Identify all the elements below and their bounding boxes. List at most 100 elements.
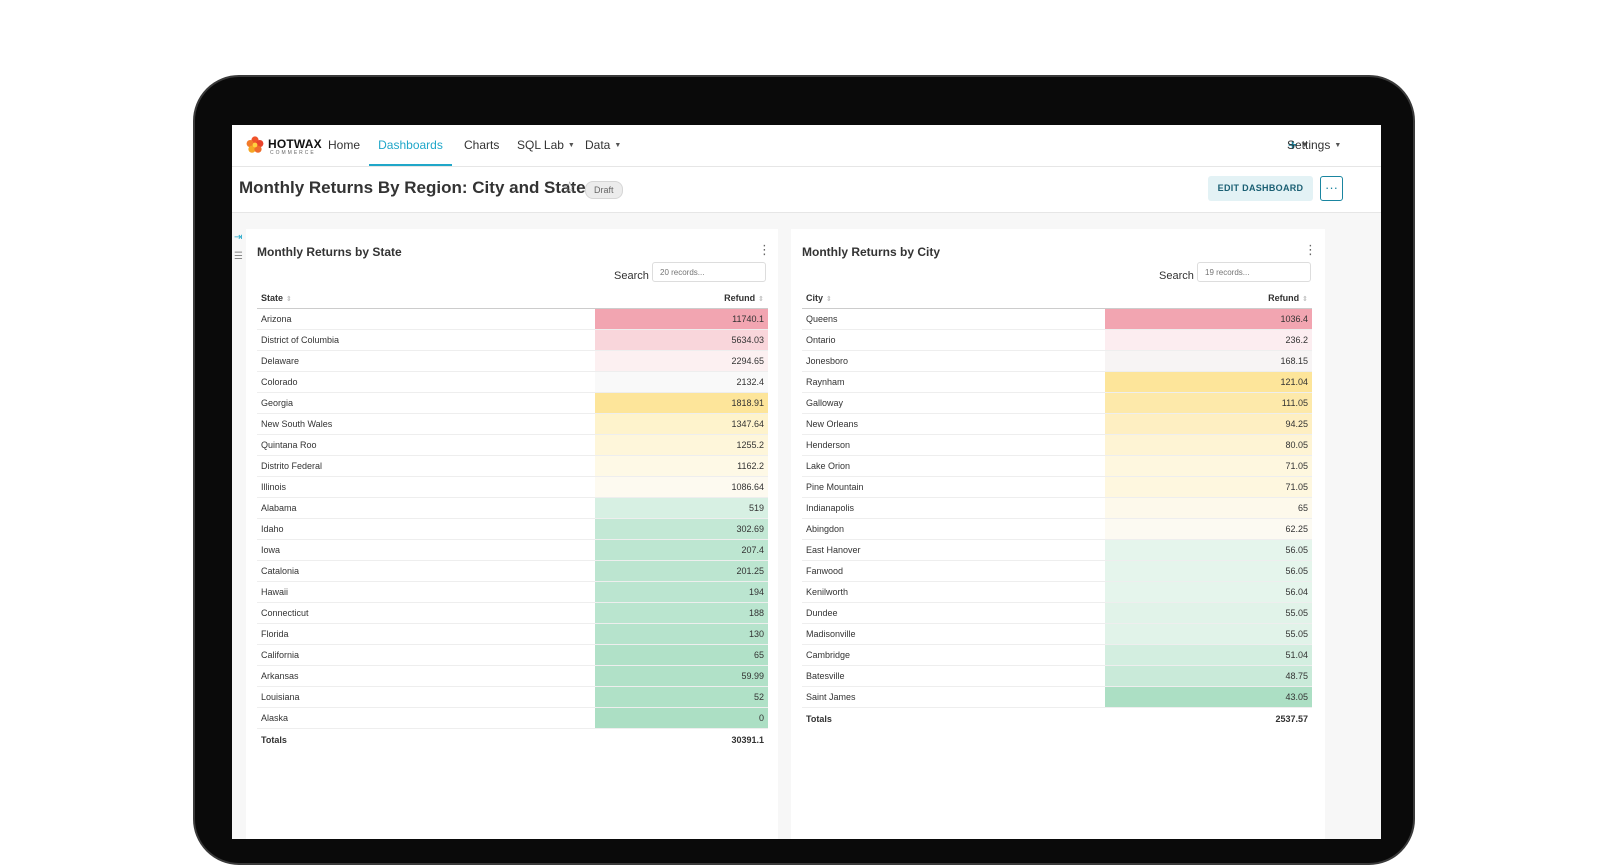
table-row: Ontario 236.2 (802, 329, 1312, 351)
column-header-city[interactable]: City ⇕ (802, 287, 1105, 309)
totals-label: Totals (261, 735, 287, 745)
row-name-cell: Ontario (802, 329, 1105, 351)
table-header-row: City ⇕ Refund ⇕ (802, 287, 1312, 309)
row-name-cell: Kenilworth (802, 581, 1105, 603)
row-name-cell: California (257, 644, 595, 666)
row-value-cell: 48.75 (1105, 665, 1312, 687)
row-value-cell: 71.05 (1105, 476, 1312, 498)
table-row: Kenilworth 56.04 (802, 581, 1312, 603)
more-options-button[interactable]: ··· (1320, 176, 1343, 201)
row-value-cell: 194 (595, 581, 768, 603)
table-header-row: State ⇕ Refund ⇕ (257, 287, 768, 309)
search-input[interactable] (1197, 262, 1311, 282)
row-value-cell: 56.04 (1105, 581, 1312, 603)
row-value-cell: 1347.64 (595, 413, 768, 435)
search-input[interactable] (652, 262, 766, 282)
table-row: Connecticut 188 (257, 602, 768, 624)
row-value-cell: 80.05 (1105, 434, 1312, 456)
search-label: Search (1159, 270, 1194, 282)
nav-charts[interactable]: Charts (464, 125, 499, 166)
draft-badge[interactable]: Draft (585, 181, 623, 199)
row-name-cell: Queens (802, 308, 1105, 330)
kebab-menu-icon[interactable]: ⋮ (758, 242, 771, 257)
add-new-button[interactable]: + ▼ (1288, 125, 1308, 166)
row-name-cell: Henderson (802, 434, 1105, 456)
row-name-cell: Arizona (257, 308, 595, 330)
table-row: Batesville 48.75 (802, 665, 1312, 687)
row-name-cell: Connecticut (257, 602, 595, 624)
filter-icon[interactable]: ☰ (234, 251, 243, 262)
caret-down-icon: ▼ (1334, 142, 1342, 150)
row-name-cell: Arkansas (257, 665, 595, 687)
nav-charts-label: Charts (464, 138, 500, 152)
nav-dashboards[interactable]: Dashboards (369, 125, 452, 166)
row-name-cell: Alabama (257, 497, 595, 519)
edit-dashboard-button[interactable]: EDIT DASHBOARD (1208, 176, 1313, 201)
table-row: Florida 130 (257, 623, 768, 645)
nav-sql-lab-label: SQL Lab (517, 138, 564, 152)
table-row: California 65 (257, 644, 768, 666)
column-header-label: City (806, 292, 824, 303)
dashboard-title: Monthly Returns By Region: City and Stat… (239, 178, 586, 197)
table-row: Abingdon 62.25 (802, 518, 1312, 540)
hotwax-logo[interactable]: HOTWAX COMMERCE (246, 135, 322, 157)
row-name-cell: Raynham (802, 371, 1105, 393)
table-row: Distrito Federal 1162.2 (257, 455, 768, 477)
table-row: Arizona 11740.1 (257, 308, 768, 330)
row-name-cell: Fanwood (802, 560, 1105, 582)
table-row: Fanwood 56.05 (802, 560, 1312, 582)
app-screen: HOTWAX COMMERCE Home Dashboards Charts S… (232, 125, 1381, 839)
state-table: State ⇕ Refund ⇕ Arizona 11740.1 District of… (257, 287, 768, 751)
table-row: District of Columbia 5634.03 (257, 329, 768, 351)
row-value-cell: 111.05 (1105, 392, 1312, 414)
nav-home[interactable]: Home (328, 125, 360, 166)
row-name-cell: Catalonia (257, 560, 595, 582)
row-name-cell: Saint James (802, 686, 1105, 708)
row-name-cell: Hawaii (257, 581, 595, 603)
favorite-star-icon[interactable]: ☆ (563, 179, 577, 196)
row-value-cell: 5634.03 (595, 329, 768, 351)
row-name-cell: Delaware (257, 350, 595, 372)
table-row: Idaho 302.69 (257, 518, 768, 540)
row-name-cell: Iowa (257, 539, 595, 561)
table-row: Hawaii 194 (257, 581, 768, 603)
nav-home-label: Home (328, 138, 361, 152)
chart-title: Monthly Returns by State (257, 245, 402, 259)
row-name-cell: Illinois (257, 476, 595, 498)
row-value-cell: 1086.64 (595, 476, 768, 498)
row-value-cell: 56.05 (1105, 539, 1312, 561)
row-value-cell: 168.15 (1105, 350, 1312, 372)
row-name-cell: Pine Mountain (802, 476, 1105, 498)
kebab-menu-icon[interactable]: ⋮ (1304, 242, 1317, 257)
column-header-state[interactable]: State ⇕ (257, 287, 595, 309)
row-name-cell: Lake Orion (802, 455, 1105, 477)
column-header-refund[interactable]: Refund ⇕ (1105, 287, 1312, 309)
column-header-label: State (261, 292, 284, 303)
nav-sql-lab[interactable]: SQL Lab ▼ (517, 125, 575, 166)
totals-row: Totals 2537.57 (802, 708, 1312, 731)
chart-title: Monthly Returns by City (802, 245, 941, 259)
totals-value: 30391.1 (731, 735, 764, 745)
row-value-cell: 1036.4 (1105, 308, 1312, 330)
row-value-cell: 0 (595, 707, 768, 729)
row-name-cell: Batesville (802, 665, 1105, 687)
row-name-cell: Colorado (257, 371, 595, 393)
totals-row: Totals 30391.1 (257, 729, 768, 752)
chart-card-city: Monthly Returns by City ⋮ Search City⇕ R… (791, 229, 1325, 839)
row-value-cell: 65 (1105, 497, 1312, 519)
table-row: Georgia 1818.91 (257, 392, 768, 414)
plus-icon: + (1288, 137, 1298, 154)
expand-filters-icon[interactable]: ⇥ (234, 232, 243, 243)
table-row: Arkansas 59.99 (257, 665, 768, 687)
nav-settings-label: Settings (1287, 138, 1331, 152)
row-value-cell: 65 (595, 644, 768, 666)
row-value-cell: 207.4 (595, 539, 768, 561)
table-row: Alabama 519 (257, 497, 768, 519)
column-header-refund[interactable]: Refund ⇕ (595, 287, 768, 309)
nav-data[interactable]: Data ▼ (585, 125, 621, 166)
row-value-cell: 71.05 (1105, 455, 1312, 477)
table-row: Saint James 43.05 (802, 686, 1312, 708)
sort-icon: ⇕ (826, 295, 832, 303)
nav-settings[interactable]: Settings ▼ (1287, 125, 1341, 166)
city-table: City ⇕ Refund ⇕ Queens 1036.4 Ontario 236.2 Jo… (802, 287, 1312, 730)
